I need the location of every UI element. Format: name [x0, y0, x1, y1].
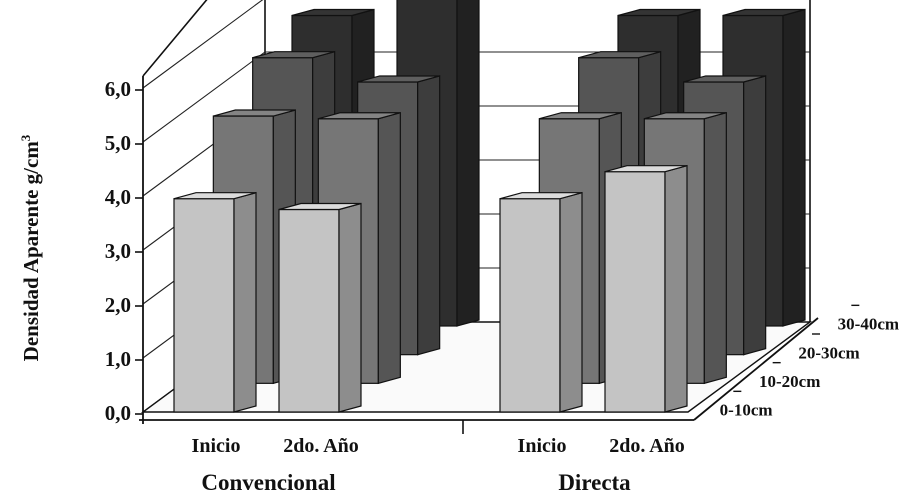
bar-side — [456, 0, 480, 327]
y-tick-label: 0,0 — [105, 401, 131, 425]
bar — [604, 164, 688, 413]
bar-side — [703, 111, 727, 385]
bar-top — [213, 109, 296, 117]
bar-side — [559, 191, 583, 413]
category-label: Inicio — [518, 435, 567, 457]
depth-axis-line — [693, 317, 819, 421]
side-wall-edge — [142, 0, 208, 77]
bar-side — [417, 75, 441, 356]
group-label: Convencional — [201, 470, 335, 495]
bar-top — [722, 8, 806, 17]
bar-side — [782, 8, 806, 327]
y-tick-label: 3,0 — [105, 239, 131, 263]
y-tick-label: 4,0 — [105, 185, 131, 209]
chart-axes — [135, 76, 860, 434]
bar-top — [539, 112, 622, 120]
bar-top — [173, 192, 257, 200]
gridline — [142, 0, 264, 89]
y-axis-title: Densidad Aparente g/cm3 — [18, 134, 43, 361]
bar-side — [377, 111, 401, 385]
category-label: 2do. Año — [609, 435, 685, 457]
category-label: Inicio — [192, 435, 241, 457]
bars — [173, 0, 806, 413]
series-label: 20-30cm — [798, 343, 859, 362]
bar-top — [357, 75, 440, 83]
bar-top — [644, 112, 727, 120]
bar-side — [233, 191, 257, 413]
group-label: Directa — [558, 470, 631, 495]
bar-top — [252, 51, 335, 59]
category-label: 2do. Año — [283, 435, 359, 457]
bar-side — [743, 75, 767, 356]
bar-front — [604, 171, 666, 413]
series-label: 10-20cm — [759, 372, 820, 391]
series-label: 0-10cm — [720, 401, 773, 420]
bar-top — [278, 202, 362, 211]
bar — [278, 202, 362, 413]
y-tick-label: 2,0 — [105, 293, 131, 317]
bar-top — [683, 75, 766, 83]
series-label: 30-40cm — [838, 315, 899, 334]
y-tick-label: 5,0 — [105, 131, 131, 155]
bar-top — [578, 51, 661, 59]
chart-labels: 0,0 1,0 2,0 3,0 4,0 5,0 6,0 Densidad Aparente g… — [18, 77, 899, 495]
bar-top — [604, 165, 688, 173]
bar-top — [617, 8, 701, 17]
bar-front — [499, 198, 561, 413]
bar-front — [173, 198, 235, 413]
y-tick-label: 1,0 — [105, 347, 131, 371]
bar-top — [318, 112, 401, 120]
y-tick-label: 6,0 — [105, 77, 131, 101]
bar-side — [664, 164, 688, 413]
y-axis-title-main: Densidad Aparente g/cm — [19, 141, 43, 362]
bar-top — [499, 192, 583, 200]
bar — [173, 191, 257, 413]
bar — [499, 191, 583, 413]
bar-top — [291, 8, 375, 17]
y-axis-title-sup: 3 — [18, 134, 33, 141]
bar-front — [278, 208, 340, 413]
bar-side — [338, 202, 362, 413]
